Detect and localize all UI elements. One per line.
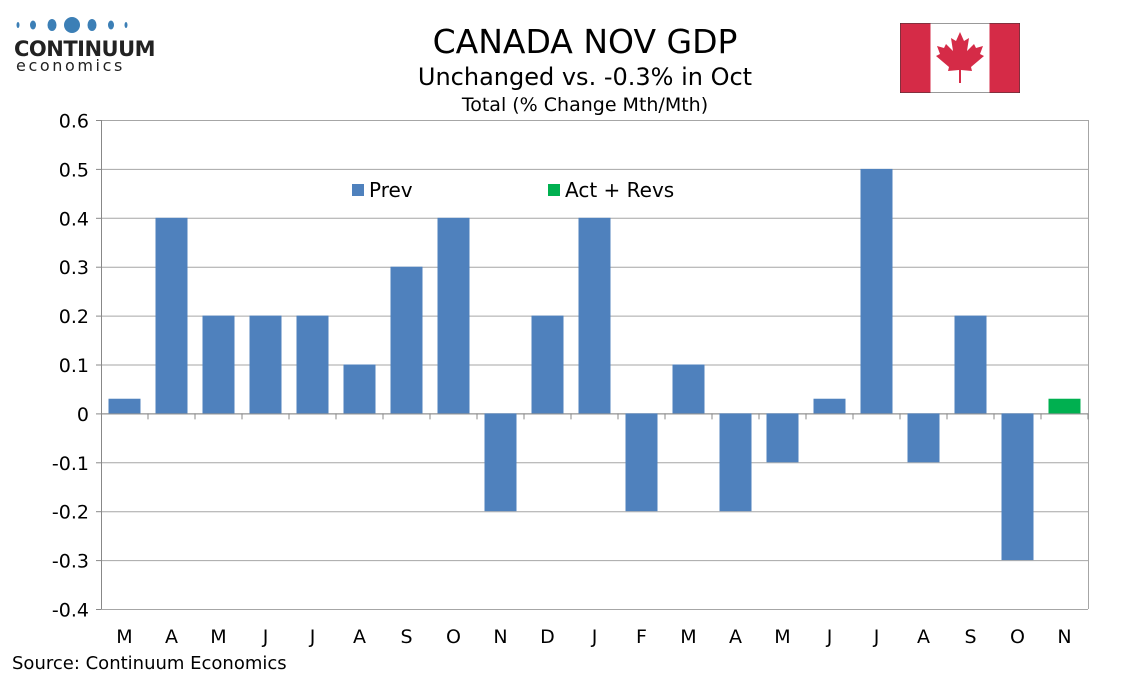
legend-label-prev: Prev xyxy=(369,178,413,202)
legend-label-act-revs: Act + Revs xyxy=(565,178,674,202)
y-tick-label: 0 xyxy=(77,404,89,426)
y-tick-label: 0.6 xyxy=(59,111,89,133)
x-tick-label: F xyxy=(636,626,647,648)
x-tick-label: J xyxy=(262,626,269,648)
bar-prev xyxy=(390,266,423,414)
x-tick-label: A xyxy=(165,626,178,648)
logo-subtext: economics xyxy=(16,56,125,75)
x-tick-label: S xyxy=(964,626,976,648)
bar-prev xyxy=(202,315,235,414)
x-tick-label: A xyxy=(729,626,742,648)
x-tick-label: A xyxy=(917,626,930,648)
y-tick-label: 0.4 xyxy=(59,208,89,230)
x-tick-label: D xyxy=(540,626,555,648)
chart-subtitle: Unchanged vs. -0.3% in Oct xyxy=(417,63,753,91)
bar-prev xyxy=(672,364,705,414)
bar-prev xyxy=(249,315,282,414)
legend-swatch-prev xyxy=(352,184,364,196)
bar-prev xyxy=(437,217,470,414)
y-tick-label: -0.1 xyxy=(52,453,89,475)
canada-flag-icon xyxy=(900,23,1020,93)
x-tick-label: M xyxy=(116,626,132,648)
x-tick-label: J xyxy=(826,626,833,648)
logo-dots-icon xyxy=(16,17,128,33)
bar-prev xyxy=(766,413,799,463)
x-tick-label: M xyxy=(210,626,226,648)
bar-prev xyxy=(813,398,846,414)
x-tick-label: J xyxy=(591,626,598,648)
y-tick-label: -0.2 xyxy=(52,502,89,524)
x-tick-label: A xyxy=(353,626,366,648)
legend-swatch-act-revs xyxy=(548,184,560,196)
bar-prev xyxy=(155,217,188,414)
chart-title: CANADA NOV GDP xyxy=(432,22,738,61)
x-tick-label: S xyxy=(400,626,412,648)
y-tick-label: 0.2 xyxy=(59,306,89,328)
bar-prev xyxy=(108,398,141,414)
source-note: Source: Continuum Economics xyxy=(12,653,287,674)
x-tick-label: J xyxy=(309,626,316,648)
y-tick-label: 0.1 xyxy=(59,355,89,377)
bar-prev xyxy=(954,315,987,414)
bar-prev xyxy=(343,364,376,414)
y-tick-label: -0.4 xyxy=(52,600,89,622)
x-tick-label: J xyxy=(873,626,880,648)
x-tick-label: N xyxy=(1057,626,1071,648)
bar-prev xyxy=(860,168,893,414)
y-tick-label: -0.3 xyxy=(52,551,89,573)
bar-prev xyxy=(296,315,329,414)
chart-subtitle-units: Total (% Change Mth/Mth) xyxy=(461,94,709,116)
bar-prev xyxy=(625,413,658,512)
bar-prev xyxy=(484,413,517,512)
bar-prev xyxy=(1001,413,1034,561)
bar-prev xyxy=(531,315,564,414)
x-tick-label: O xyxy=(446,626,461,648)
y-tick-label: 0.3 xyxy=(59,257,89,279)
bar-act-revs xyxy=(1048,398,1081,414)
bar-prev xyxy=(578,217,611,414)
x-tick-label: N xyxy=(493,626,507,648)
bar-prev xyxy=(719,413,752,512)
y-tick-label: 0.5 xyxy=(59,159,89,181)
logo-wordmark: CONTINUUM xyxy=(14,37,156,61)
bar-prev xyxy=(907,413,940,463)
x-tick-label: O xyxy=(1010,626,1025,648)
x-tick-label: M xyxy=(680,626,696,648)
x-tick-label: M xyxy=(774,626,790,648)
